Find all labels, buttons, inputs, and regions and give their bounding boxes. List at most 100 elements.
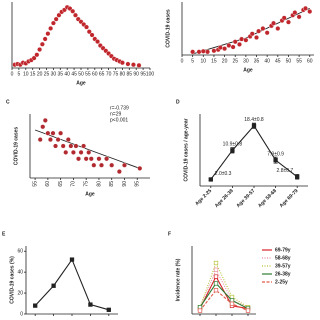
point bbox=[42, 117, 48, 123]
point bbox=[37, 137, 43, 143]
y-axis-label: COVID-19 cases bbox=[13, 127, 19, 166]
point bbox=[86, 149, 92, 155]
point bbox=[236, 41, 242, 47]
point bbox=[109, 162, 115, 168]
x-tick-label: 45 bbox=[71, 71, 77, 77]
marker bbox=[197, 308, 203, 313]
point bbox=[88, 156, 94, 162]
x-tick-label: 10 bbox=[201, 58, 207, 64]
x-tick-label: 70 bbox=[71, 181, 77, 187]
legend-label: 2-25y bbox=[275, 279, 288, 285]
x-tick-label: Age 26-38 bbox=[214, 188, 235, 209]
x-tick-label: 90 bbox=[133, 71, 139, 77]
point bbox=[91, 162, 97, 168]
x-tick-label: 25 bbox=[232, 58, 238, 64]
y-tick-label: 20 bbox=[17, 290, 23, 296]
annotation: p<0.001 bbox=[110, 117, 128, 123]
marker bbox=[251, 123, 257, 128]
x-tick-label: 0 bbox=[11, 71, 14, 77]
marker bbox=[245, 308, 251, 313]
point bbox=[76, 156, 82, 162]
marker bbox=[88, 302, 93, 307]
marker bbox=[106, 307, 111, 312]
point bbox=[34, 52, 40, 58]
series-line bbox=[199, 261, 249, 308]
point bbox=[55, 137, 61, 143]
x-tick-label: 60 bbox=[45, 181, 51, 187]
x-tick-label: 55 bbox=[85, 71, 91, 77]
y-tick-label: 60 bbox=[17, 249, 23, 255]
point bbox=[217, 45, 223, 51]
series-line bbox=[199, 268, 249, 309]
point bbox=[226, 42, 232, 48]
point bbox=[45, 130, 51, 136]
trend-line bbox=[34, 129, 140, 169]
y-tick-label: 0 bbox=[20, 311, 23, 317]
marker bbox=[213, 281, 219, 286]
x-axis-label: Age bbox=[76, 80, 86, 86]
x-tick-label: 70 bbox=[106, 71, 112, 77]
point bbox=[78, 149, 84, 155]
point bbox=[73, 143, 79, 149]
marker bbox=[208, 177, 213, 182]
annotation: n=29 bbox=[110, 111, 121, 117]
point bbox=[31, 55, 37, 61]
point bbox=[239, 36, 245, 42]
point bbox=[86, 29, 92, 35]
x-tick-label: 95 bbox=[140, 71, 146, 77]
point bbox=[136, 62, 142, 68]
point bbox=[50, 130, 56, 136]
x-tick-label: 10 bbox=[23, 71, 29, 77]
point bbox=[58, 130, 64, 136]
point bbox=[98, 162, 104, 168]
marker bbox=[213, 260, 219, 266]
x-tick-label: 95 bbox=[135, 181, 141, 187]
point bbox=[37, 47, 43, 53]
point bbox=[42, 36, 48, 42]
x-tick-label: 75 bbox=[113, 71, 119, 77]
x-tick-label: 60 bbox=[307, 58, 313, 64]
y-axis-label: COVID-19 cases / age-year bbox=[183, 118, 189, 181]
point bbox=[84, 24, 90, 30]
x-tick-label: 30 bbox=[51, 71, 57, 77]
point bbox=[230, 44, 236, 50]
x-tick-label: 90 bbox=[122, 181, 128, 187]
x-tick-label: 5 bbox=[18, 71, 21, 77]
marker bbox=[213, 288, 219, 293]
point bbox=[116, 169, 122, 175]
point bbox=[200, 48, 206, 54]
x-tick-label: Age 2-25 bbox=[194, 188, 213, 207]
point bbox=[296, 14, 302, 20]
point bbox=[119, 60, 125, 66]
series-line bbox=[199, 289, 249, 312]
point bbox=[125, 61, 131, 67]
x-tick-label: 40 bbox=[64, 71, 70, 77]
point bbox=[68, 143, 74, 149]
x-tick-label: 45 bbox=[275, 58, 281, 64]
point bbox=[39, 41, 45, 47]
point bbox=[53, 143, 59, 149]
point bbox=[45, 31, 51, 37]
x-tick-label: 85 bbox=[127, 71, 133, 77]
point bbox=[104, 156, 110, 162]
x-tick-label: 15 bbox=[30, 71, 36, 77]
point bbox=[47, 137, 53, 143]
x-tick-label: 5 bbox=[191, 58, 194, 64]
marker bbox=[273, 157, 278, 163]
point bbox=[95, 39, 101, 45]
x-tick-label: 50 bbox=[286, 58, 292, 64]
marker bbox=[213, 274, 219, 279]
marker bbox=[229, 301, 235, 306]
y-axis-label: COVID-19 cases bbox=[0, 16, 1, 55]
x-tick-label: 20 bbox=[222, 58, 228, 64]
x-tick-label: 15 bbox=[211, 58, 217, 64]
point bbox=[256, 28, 262, 34]
point bbox=[48, 25, 54, 31]
value-label: 7.9±0.9 bbox=[267, 151, 284, 157]
point bbox=[232, 39, 238, 45]
point bbox=[281, 15, 287, 21]
series-line bbox=[34, 258, 109, 311]
x-tick-label: 65 bbox=[58, 181, 64, 187]
point bbox=[83, 156, 89, 162]
